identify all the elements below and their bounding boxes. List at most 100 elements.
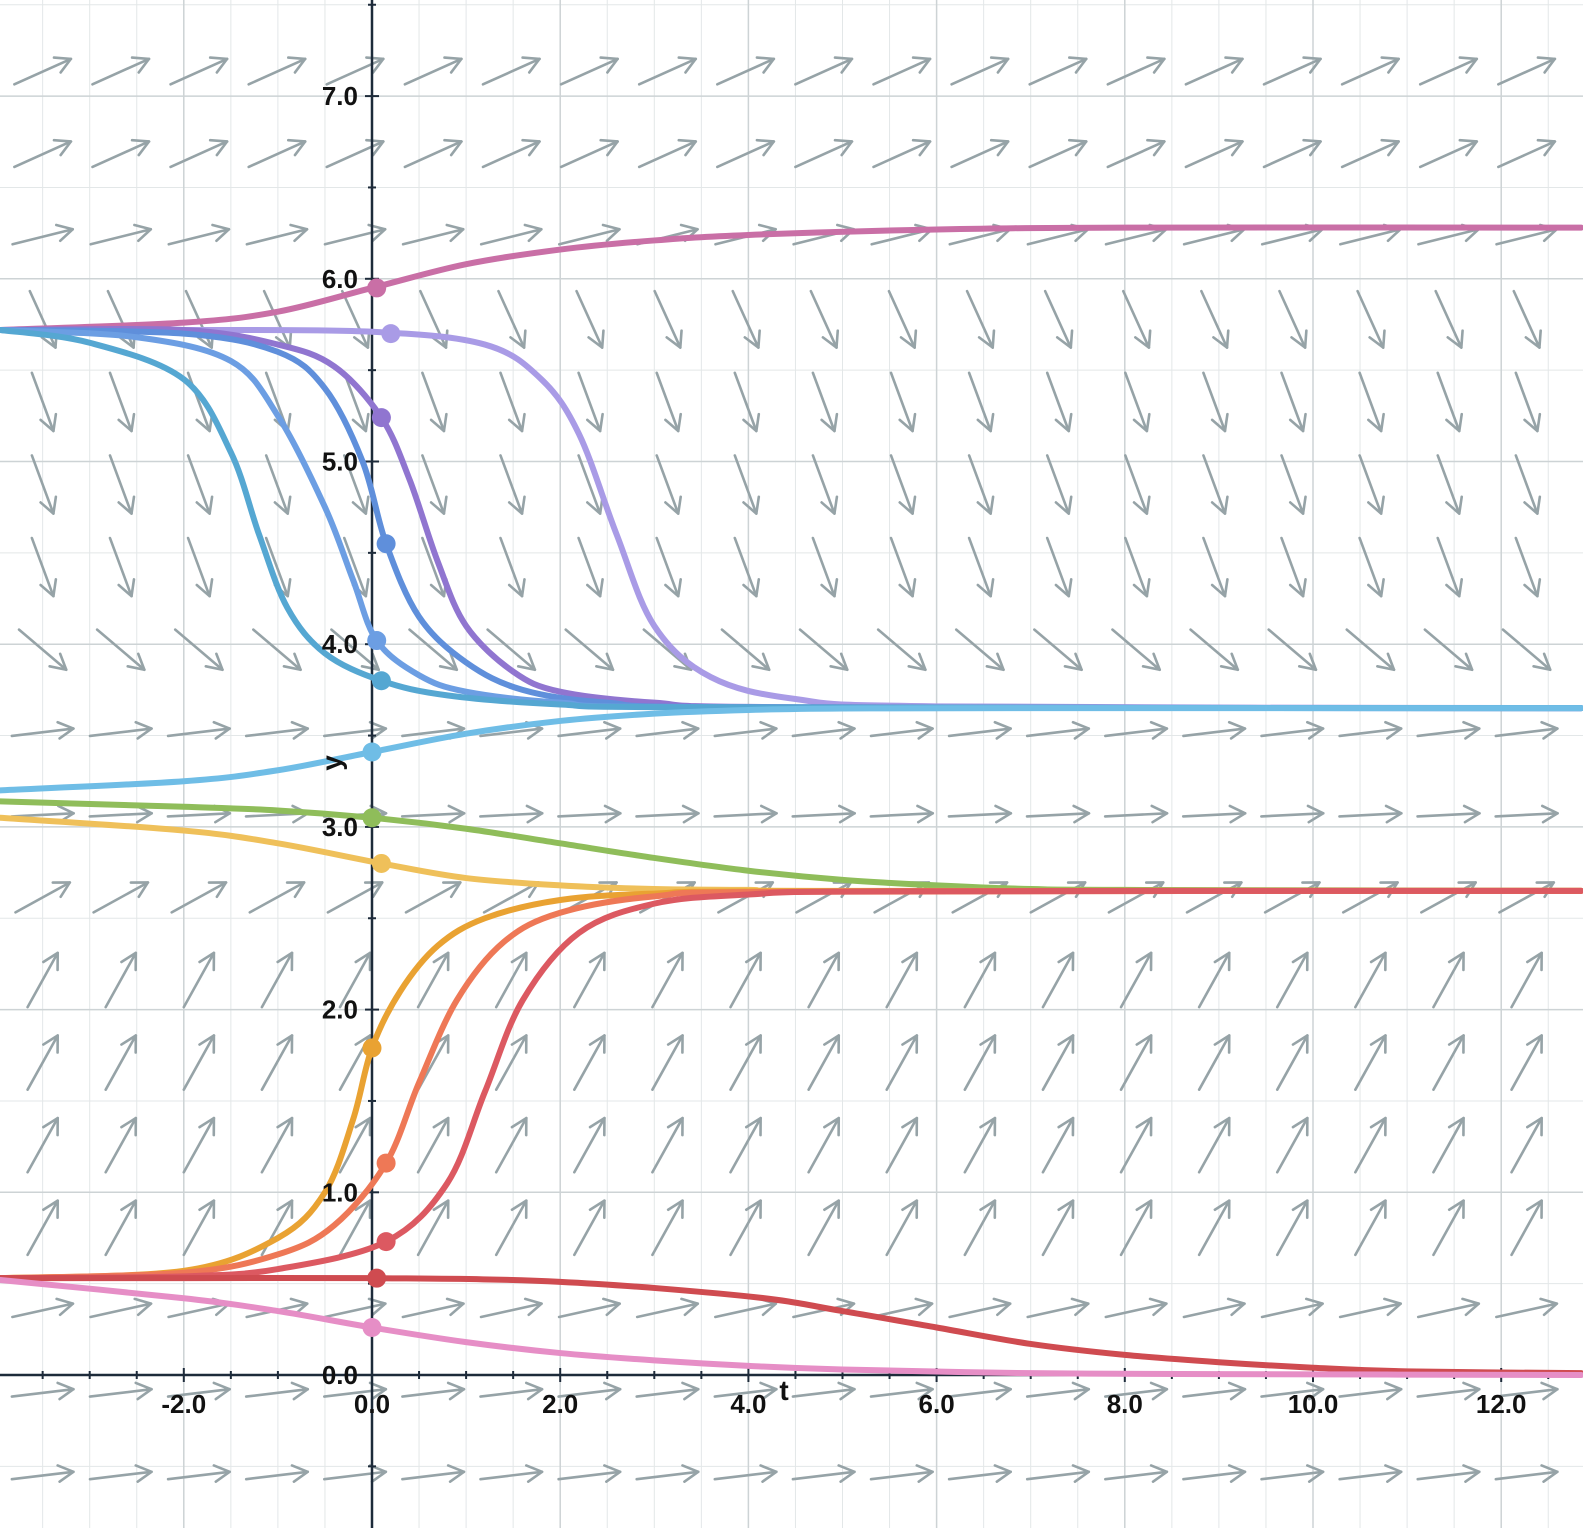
field-arrow bbox=[889, 371, 917, 433]
field-arrow bbox=[713, 804, 778, 824]
field-arrow bbox=[1025, 804, 1091, 824]
field-arrow bbox=[577, 536, 604, 598]
field-arrow bbox=[947, 720, 1012, 740]
field-arrow bbox=[1111, 628, 1162, 672]
field-arrow bbox=[573, 1034, 606, 1091]
field-arrow bbox=[479, 1464, 544, 1483]
field-arrow bbox=[1197, 1199, 1231, 1257]
field-arrow bbox=[1262, 56, 1322, 86]
field-arrow bbox=[1104, 1297, 1168, 1319]
initial-point-4 bbox=[376, 534, 396, 554]
field-arrow bbox=[965, 289, 996, 349]
field-arrow bbox=[30, 371, 58, 433]
field-arrow bbox=[651, 951, 684, 1009]
field-arrow bbox=[716, 138, 776, 169]
field-arrow bbox=[1436, 536, 1464, 598]
field-arrow bbox=[1510, 951, 1543, 1009]
field-arrow bbox=[1510, 1034, 1543, 1091]
field-arrow bbox=[1124, 371, 1151, 433]
field-arrow bbox=[1182, 1297, 1246, 1319]
field-arrow bbox=[322, 1464, 388, 1483]
field-arrow bbox=[1202, 454, 1229, 515]
field-arrow bbox=[794, 56, 854, 86]
field-arrow bbox=[635, 804, 700, 824]
field-arrow bbox=[869, 1464, 934, 1483]
field-arrow bbox=[557, 1464, 622, 1483]
field-arrow bbox=[481, 138, 541, 169]
initial-point-1 bbox=[367, 278, 387, 298]
y-tick-label: 4.0 bbox=[322, 629, 358, 659]
field-arrow bbox=[967, 536, 995, 598]
field-arrow bbox=[401, 1464, 466, 1483]
field-arrow bbox=[325, 138, 385, 169]
x-tick-label: 8.0 bbox=[1107, 1389, 1143, 1419]
field-arrow bbox=[91, 138, 151, 169]
field-arrow bbox=[30, 454, 58, 515]
field-arrow bbox=[182, 951, 216, 1009]
field-arrow bbox=[1182, 1381, 1247, 1401]
field-arrow bbox=[1512, 289, 1542, 349]
field-arrow bbox=[10, 1464, 75, 1483]
field-arrow bbox=[182, 1199, 216, 1257]
field-arrow bbox=[88, 1381, 153, 1401]
field-arrow bbox=[401, 1381, 466, 1401]
field-arrow bbox=[169, 56, 229, 86]
field-arrow bbox=[720, 628, 771, 672]
field-arrow bbox=[1340, 138, 1400, 169]
y-tick-label: 5.0 bbox=[322, 447, 358, 477]
field-arrow bbox=[713, 1381, 778, 1401]
field-arrow bbox=[342, 454, 370, 515]
field-arrow bbox=[642, 628, 693, 672]
x-axis-label: t bbox=[779, 1375, 788, 1406]
field-arrow bbox=[1341, 881, 1399, 914]
field-arrow bbox=[499, 536, 526, 598]
field-arrow bbox=[104, 951, 138, 1009]
field-arrow bbox=[1124, 536, 1151, 598]
field-arrow bbox=[1033, 628, 1083, 672]
field-arrow bbox=[963, 1199, 997, 1257]
field-arrow bbox=[963, 1116, 997, 1174]
field-arrow bbox=[1182, 1464, 1247, 1483]
field-arrow bbox=[89, 223, 153, 246]
field-arrow bbox=[1420, 881, 1477, 914]
field-arrow bbox=[653, 289, 683, 349]
x-tick-label: 2.0 bbox=[542, 1389, 578, 1419]
field-arrow bbox=[1119, 1199, 1153, 1257]
field-arrow bbox=[729, 1034, 762, 1091]
field-arrow bbox=[421, 454, 448, 515]
field-arrow bbox=[1045, 371, 1073, 433]
field-arrow bbox=[1104, 1464, 1169, 1483]
initial-point-2 bbox=[381, 324, 401, 344]
field-arrow bbox=[1124, 454, 1151, 515]
field-arrow bbox=[1260, 1464, 1325, 1483]
field-arrow bbox=[1354, 1116, 1387, 1174]
field-arrow bbox=[88, 720, 153, 740]
field-arrow bbox=[108, 536, 136, 598]
field-arrow bbox=[1354, 951, 1387, 1009]
field-arrow bbox=[1202, 536, 1229, 598]
field-arrow bbox=[1494, 720, 1559, 740]
field-arrow bbox=[1345, 628, 1396, 672]
field-arrow bbox=[807, 1199, 841, 1257]
field-arrow bbox=[872, 138, 932, 169]
field-arrow bbox=[651, 1034, 684, 1091]
field-arrow bbox=[26, 951, 60, 1009]
solution-curve-1 bbox=[0, 224, 1583, 333]
field-arrow bbox=[1041, 951, 1075, 1009]
field-arrow bbox=[28, 289, 59, 349]
field-arrow bbox=[416, 1116, 450, 1174]
field-arrow bbox=[637, 56, 698, 86]
field-arrow bbox=[421, 371, 448, 433]
field-arrow bbox=[1121, 289, 1152, 349]
field-arrow bbox=[791, 1464, 856, 1483]
field-arrow bbox=[173, 628, 224, 672]
field-arrow bbox=[244, 1381, 310, 1401]
field-arrow bbox=[108, 454, 136, 515]
field-arrow bbox=[1103, 804, 1169, 824]
field-arrow bbox=[252, 628, 302, 672]
y-tick-label: 2.0 bbox=[322, 995, 358, 1025]
field-arrow bbox=[947, 1464, 1012, 1483]
field-arrow bbox=[1436, 454, 1464, 515]
field-arrow bbox=[1514, 536, 1542, 598]
initial-point-5 bbox=[367, 631, 387, 651]
